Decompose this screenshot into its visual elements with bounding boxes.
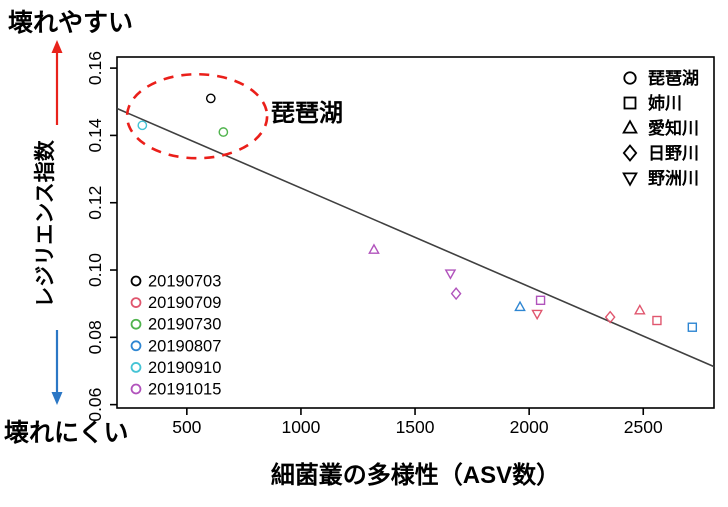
circle-legend-icon [130,362,142,373]
data-point [444,269,457,280]
data-point [368,243,380,254]
y-tick-label: 0.16 [85,51,105,85]
date-legend-label: 20190703 [148,273,221,291]
site-legend-label: 愛知川 [648,118,699,138]
date-legend-label: 20191015 [148,381,221,399]
date-legend-label: 20190807 [148,337,221,355]
data-point [137,120,148,131]
data-point [535,295,546,306]
arrow-down-icon [51,392,63,405]
circle-legend-icon [130,318,142,330]
data-point [687,322,698,332]
x-tick-label: 1500 [396,417,435,437]
data-point [450,287,462,301]
x-tick-label: 500 [172,417,201,437]
biwa-cluster-ellipse [125,72,269,160]
x-tick-label: 1000 [281,417,320,437]
triangle-up-legend-icon [622,119,638,134]
x-tick-label: 2500 [624,417,663,437]
data-point [218,127,229,137]
circle-legend-icon [130,297,142,308]
date-legend-label: 20190730 [148,316,221,334]
biwa-annotation-label: 琵琶湖 [271,100,343,127]
regression-line [116,107,715,368]
triangle-down-legend-icon [622,172,638,187]
x-tick-label: 2000 [510,417,549,437]
square-legend-icon [623,96,637,110]
data-point [514,300,526,312]
data-point [633,304,646,315]
circle-legend-icon [623,71,637,85]
x-axis-title: 細菌叢の多様性（ASV数） [270,462,561,489]
y-tick-label: 0.06 [85,388,105,422]
circle-legend-icon [130,275,142,287]
plot-border [116,56,715,409]
arrow-up-icon [51,40,63,53]
site-legend-label: 姉川 [648,93,682,113]
circle-legend-icon [130,383,142,395]
fragile-label: 壊れやすい [8,9,134,37]
data-point [531,309,543,321]
y-tick-label: 0.12 [85,186,105,220]
diamond-legend-icon [622,144,638,162]
robust-label: 壊れにくい [4,419,129,447]
y-tick-label: 0.10 [85,253,105,287]
y-tick-label: 0.14 [85,118,105,152]
site-legend-label: 琵琶湖 [648,69,699,88]
data-point [604,310,616,324]
site-legend-label: 野洲川 [648,169,699,188]
y-tick-label: 0.08 [85,320,105,354]
circle-legend-icon [130,340,142,352]
data-point [652,315,662,326]
date-legend-label: 20190709 [148,294,221,312]
data-point [205,93,216,104]
site-legend-label: 日野川 [648,144,699,163]
date-legend-label: 20190910 [148,359,221,377]
